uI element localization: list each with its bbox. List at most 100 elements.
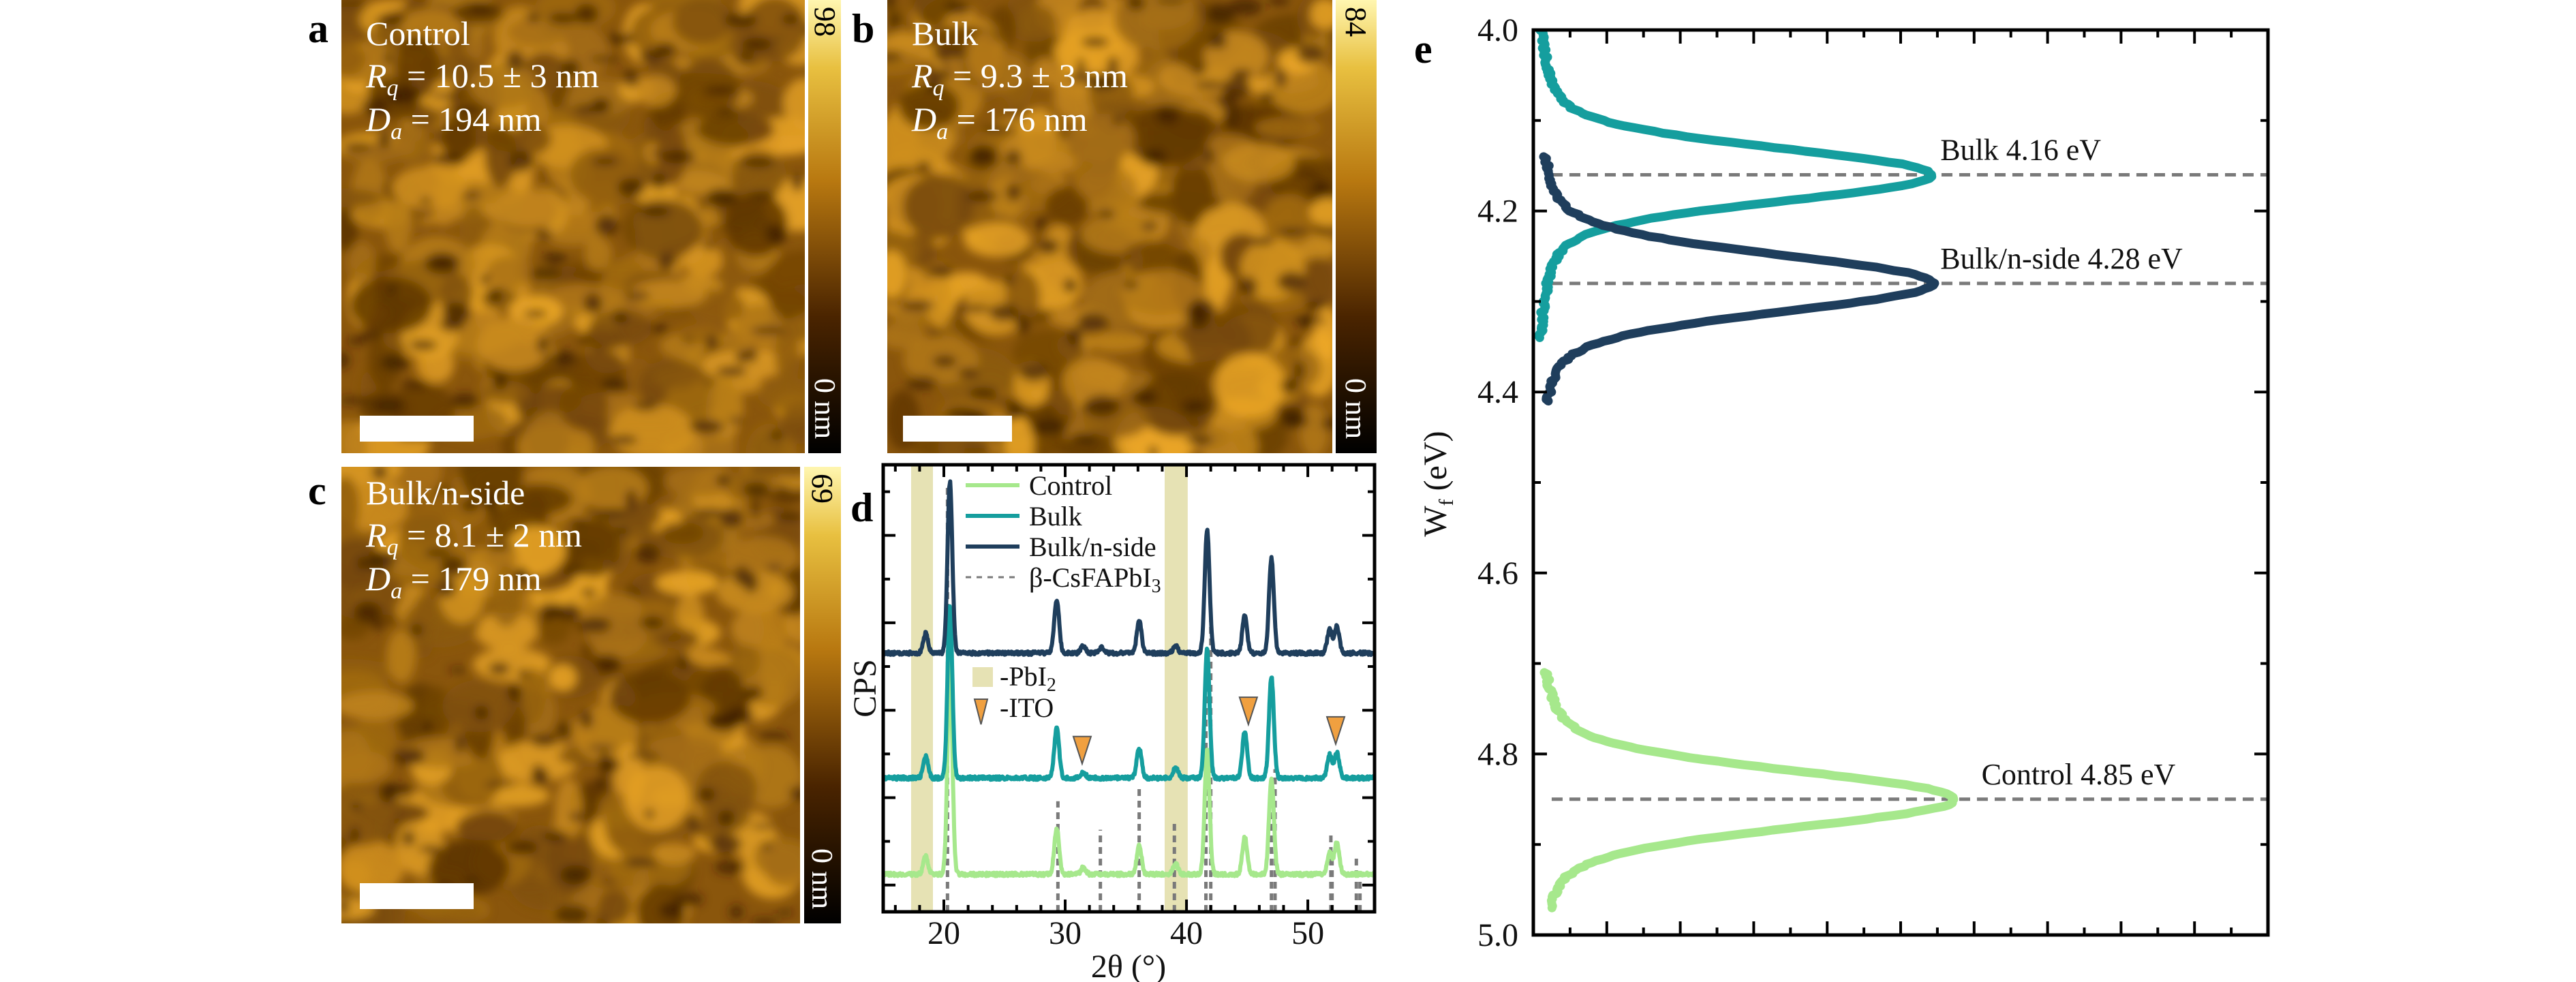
afm-grain-boundary (431, 93, 464, 99)
x-tick-label: 30 (1049, 915, 1082, 951)
afm-grain-boundary (775, 512, 800, 521)
xrd-trace-bulk (883, 604, 1375, 782)
afm-grain (676, 594, 705, 634)
afm-grain-boundary (639, 49, 662, 64)
axis-ticks: 4.0 4.2 4.4 4.6 4.8 5.0 (1477, 12, 2268, 953)
afm-grain-boundary (526, 12, 540, 22)
afm-grain-boundary (523, 309, 548, 318)
afm-grain-boundary (927, 78, 940, 94)
sample-label: Bulk/n-side (366, 474, 525, 512)
afm-grain-boundary (1275, 67, 1287, 89)
legend-label-ref: β-CsFAPbI3 (1029, 562, 1161, 597)
afm-grain (966, 31, 1002, 82)
afm-grain (731, 607, 794, 649)
afm-grain-boundary (418, 845, 442, 853)
afm-grain-boundary (402, 830, 415, 846)
afm-grain (683, 243, 722, 277)
afm-grain-boundary (342, 142, 373, 150)
afm-grain-boundary (699, 787, 716, 801)
afm-grain (559, 380, 609, 431)
afm-grain-boundary (651, 172, 666, 189)
afm-grain (655, 570, 718, 596)
afm-grain (1045, 186, 1089, 226)
afm-grain-boundary (738, 52, 755, 61)
afm-grain-boundary (587, 744, 616, 750)
afm-grain (783, 78, 805, 129)
afm-grain-boundary (595, 654, 622, 673)
afm-grain-boundary (622, 70, 641, 87)
ito-legend-label: -ITO (1000, 692, 1054, 723)
afm-grain-boundary (423, 719, 432, 734)
afm-grain-boundary (628, 752, 660, 759)
afm-grain (964, 222, 1031, 258)
afm-grain-boundary (601, 377, 629, 394)
afm-grain-boundary (529, 267, 562, 279)
afm-grain-boundary (369, 550, 398, 561)
afm-grain (1080, 215, 1153, 254)
xrd-series (883, 479, 1375, 878)
afm-grain-boundary (341, 397, 373, 404)
afm-grain-boundary (761, 843, 773, 850)
afm-grain (474, 613, 538, 650)
afm-grain-boundary (729, 904, 743, 920)
afm-grain-boundary (1300, 314, 1313, 331)
afm-grain-boundary (1037, 238, 1060, 254)
afm-grain-boundary (1258, 92, 1274, 102)
afm-grain (341, 691, 414, 720)
afm-grain-boundary (717, 810, 735, 827)
afm-grain (442, 113, 476, 165)
afm-grain (1223, 142, 1295, 183)
wf-curve-control (1539, 668, 1959, 912)
afm-grain-boundary (1238, 276, 1258, 296)
afm-grain-boundary (1067, 326, 1084, 346)
afm-image-bulk-n-side (341, 467, 800, 923)
afm-grain-boundary (1154, 104, 1179, 125)
afm-grain-boundary (515, 567, 527, 583)
pbi2-band (1165, 465, 1188, 912)
afm-grain-boundary (887, 0, 896, 11)
afm-grain-boundary (542, 252, 568, 265)
panel-b: b Bulk Rq = 9.3 ± 3 nm Da = 176 nm 84 0 … (852, 0, 1377, 453)
afm-grain-boundary (450, 393, 479, 410)
afm-grain-boundary (945, 0, 970, 15)
afm-grain-boundary (1154, 0, 1187, 4)
afm-grain-boundary (595, 777, 608, 788)
afm-grain (647, 735, 723, 764)
afm-grain-boundary (419, 197, 432, 205)
afm-grain-boundary (530, 734, 558, 748)
afm-grain-boundary (1031, 418, 1067, 436)
afm-grain (507, 17, 564, 47)
roughness-label: Rq = 10.5 ± 3 nm (365, 57, 599, 101)
afm-grain-boundary (625, 489, 637, 512)
afm-grain (469, 63, 538, 108)
afm-grain-boundary (562, 566, 587, 577)
afm-grain-boundary (693, 508, 726, 518)
y-tick-label: 4.4 (1477, 374, 1518, 410)
afm-grain-boundary (371, 467, 388, 480)
afm-grain-boundary (488, 286, 503, 304)
x-tick-label: 40 (1170, 915, 1203, 951)
afm-grain (925, 272, 952, 328)
ito-marker (1325, 716, 1346, 747)
afm-grain-boundary (424, 549, 450, 557)
colorbar (808, 0, 841, 453)
afm-grain-boundary (650, 323, 669, 334)
panel-letter: a (308, 6, 328, 51)
x-axis-label: 2θ (°) (1091, 949, 1166, 982)
afm-grain (341, 750, 392, 784)
afm-grain-boundary (1297, 44, 1325, 64)
afm-grain-boundary (607, 33, 635, 46)
afm-grain (455, 810, 519, 846)
afm-grain-boundary (540, 831, 570, 841)
afm-grain-boundary (632, 402, 658, 411)
afm-grain (1168, 108, 1215, 140)
afm-grain-boundary (1278, 406, 1306, 426)
afm-grain-boundary (482, 490, 497, 512)
afm-grain-boundary (448, 667, 467, 673)
afm-grain (758, 379, 805, 412)
xrd-trace-control (883, 658, 1375, 878)
afm-grain-boundary (373, 619, 383, 632)
roughness-label: Rq = 9.3 ± 3 nm (911, 57, 1128, 101)
afm-grain (490, 566, 523, 628)
afm-grain-boundary (594, 508, 628, 518)
